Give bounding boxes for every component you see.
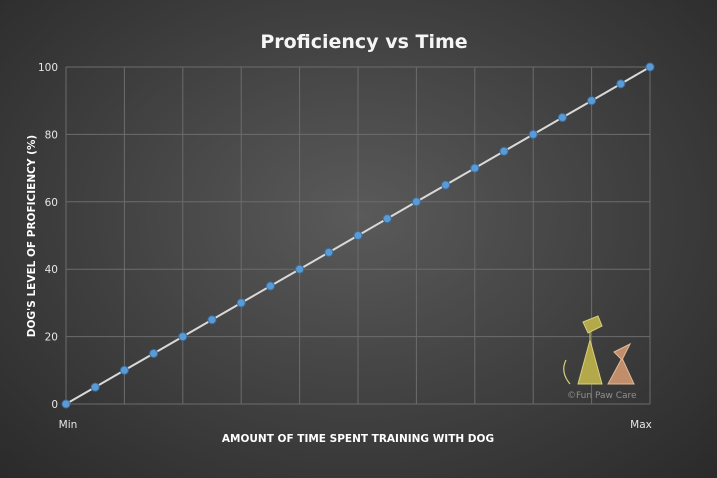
y-axis-title-text: DOG'S LEVEL OF PROFICIENCY (%) bbox=[26, 135, 38, 337]
x-ticks: Min Max bbox=[59, 419, 652, 431]
x-tick-label-max: Max bbox=[630, 419, 652, 431]
data-point bbox=[411, 197, 421, 207]
gridlines bbox=[65, 66, 651, 405]
x-axis-title: AMOUNT OF TIME SPENT TRAINING WITH DOG bbox=[222, 433, 494, 445]
y-tick-label: 0 bbox=[51, 399, 58, 411]
y-tick-label: 20 bbox=[45, 332, 58, 344]
data-point bbox=[441, 180, 451, 190]
data-point bbox=[119, 365, 129, 375]
y-tick-label: 40 bbox=[45, 264, 58, 276]
data-point bbox=[528, 129, 538, 139]
data-point bbox=[178, 332, 188, 342]
data-point bbox=[645, 62, 655, 72]
data-point bbox=[207, 315, 217, 325]
data-point bbox=[61, 399, 71, 409]
data-point bbox=[616, 79, 626, 89]
data-point bbox=[324, 247, 334, 257]
y-tick-label: 80 bbox=[45, 129, 58, 141]
y-axis-title: DOG'S LEVEL OF PROFICIENCY (%) bbox=[26, 135, 38, 337]
data-point bbox=[470, 163, 480, 173]
data-point bbox=[149, 348, 159, 358]
y-tick-label: 100 bbox=[38, 62, 58, 74]
y-ticks: 0 20 40 60 80 100 bbox=[38, 62, 58, 411]
data-point bbox=[295, 264, 305, 274]
y-tick-label: 60 bbox=[45, 197, 58, 209]
data-point bbox=[265, 281, 275, 291]
series bbox=[61, 62, 655, 409]
data-point bbox=[499, 146, 509, 156]
data-point bbox=[90, 382, 100, 392]
data-point bbox=[353, 231, 363, 240]
data-point bbox=[382, 214, 392, 224]
data-point bbox=[587, 96, 597, 106]
data-point bbox=[236, 298, 246, 308]
watermark-text: ©Fun Paw Care bbox=[567, 391, 637, 401]
chart-title: Proficiency vs Time bbox=[260, 31, 467, 53]
fun-paw-care-logo: ©Fun Paw Care bbox=[563, 315, 637, 401]
x-tick-label-min: Min bbox=[59, 419, 78, 431]
data-point bbox=[557, 113, 567, 123]
